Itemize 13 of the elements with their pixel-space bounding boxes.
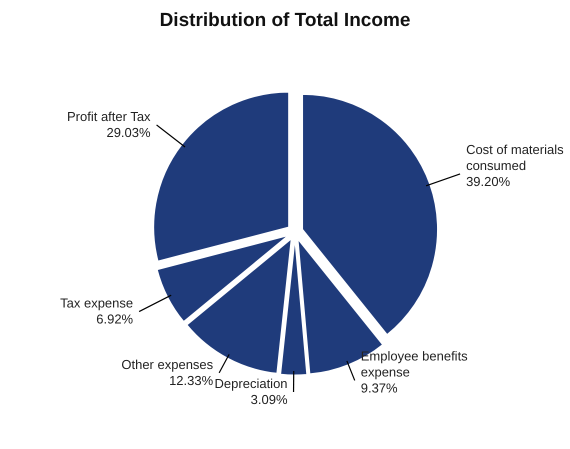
slice-label: Other expenses (121, 356, 214, 372)
slice-label: Employee benefits expense (360, 348, 468, 380)
slice-label: Tax expense (60, 296, 134, 311)
chart-title: Distribution of Total Income (160, 10, 410, 31)
data-label: 12.33% (169, 372, 214, 388)
slice-label: Cost of materials consumed (466, 142, 564, 173)
slice-label: Depreciation (214, 376, 288, 391)
slice-label: Profit after Tax (66, 108, 152, 124)
data-label: 3.09% (250, 392, 288, 407)
data-label: 39.20% (466, 174, 511, 189)
data-label: 6.92% (96, 312, 134, 327)
data-label: 9.37% (360, 380, 398, 396)
data-label: 29.03% (106, 124, 151, 140)
